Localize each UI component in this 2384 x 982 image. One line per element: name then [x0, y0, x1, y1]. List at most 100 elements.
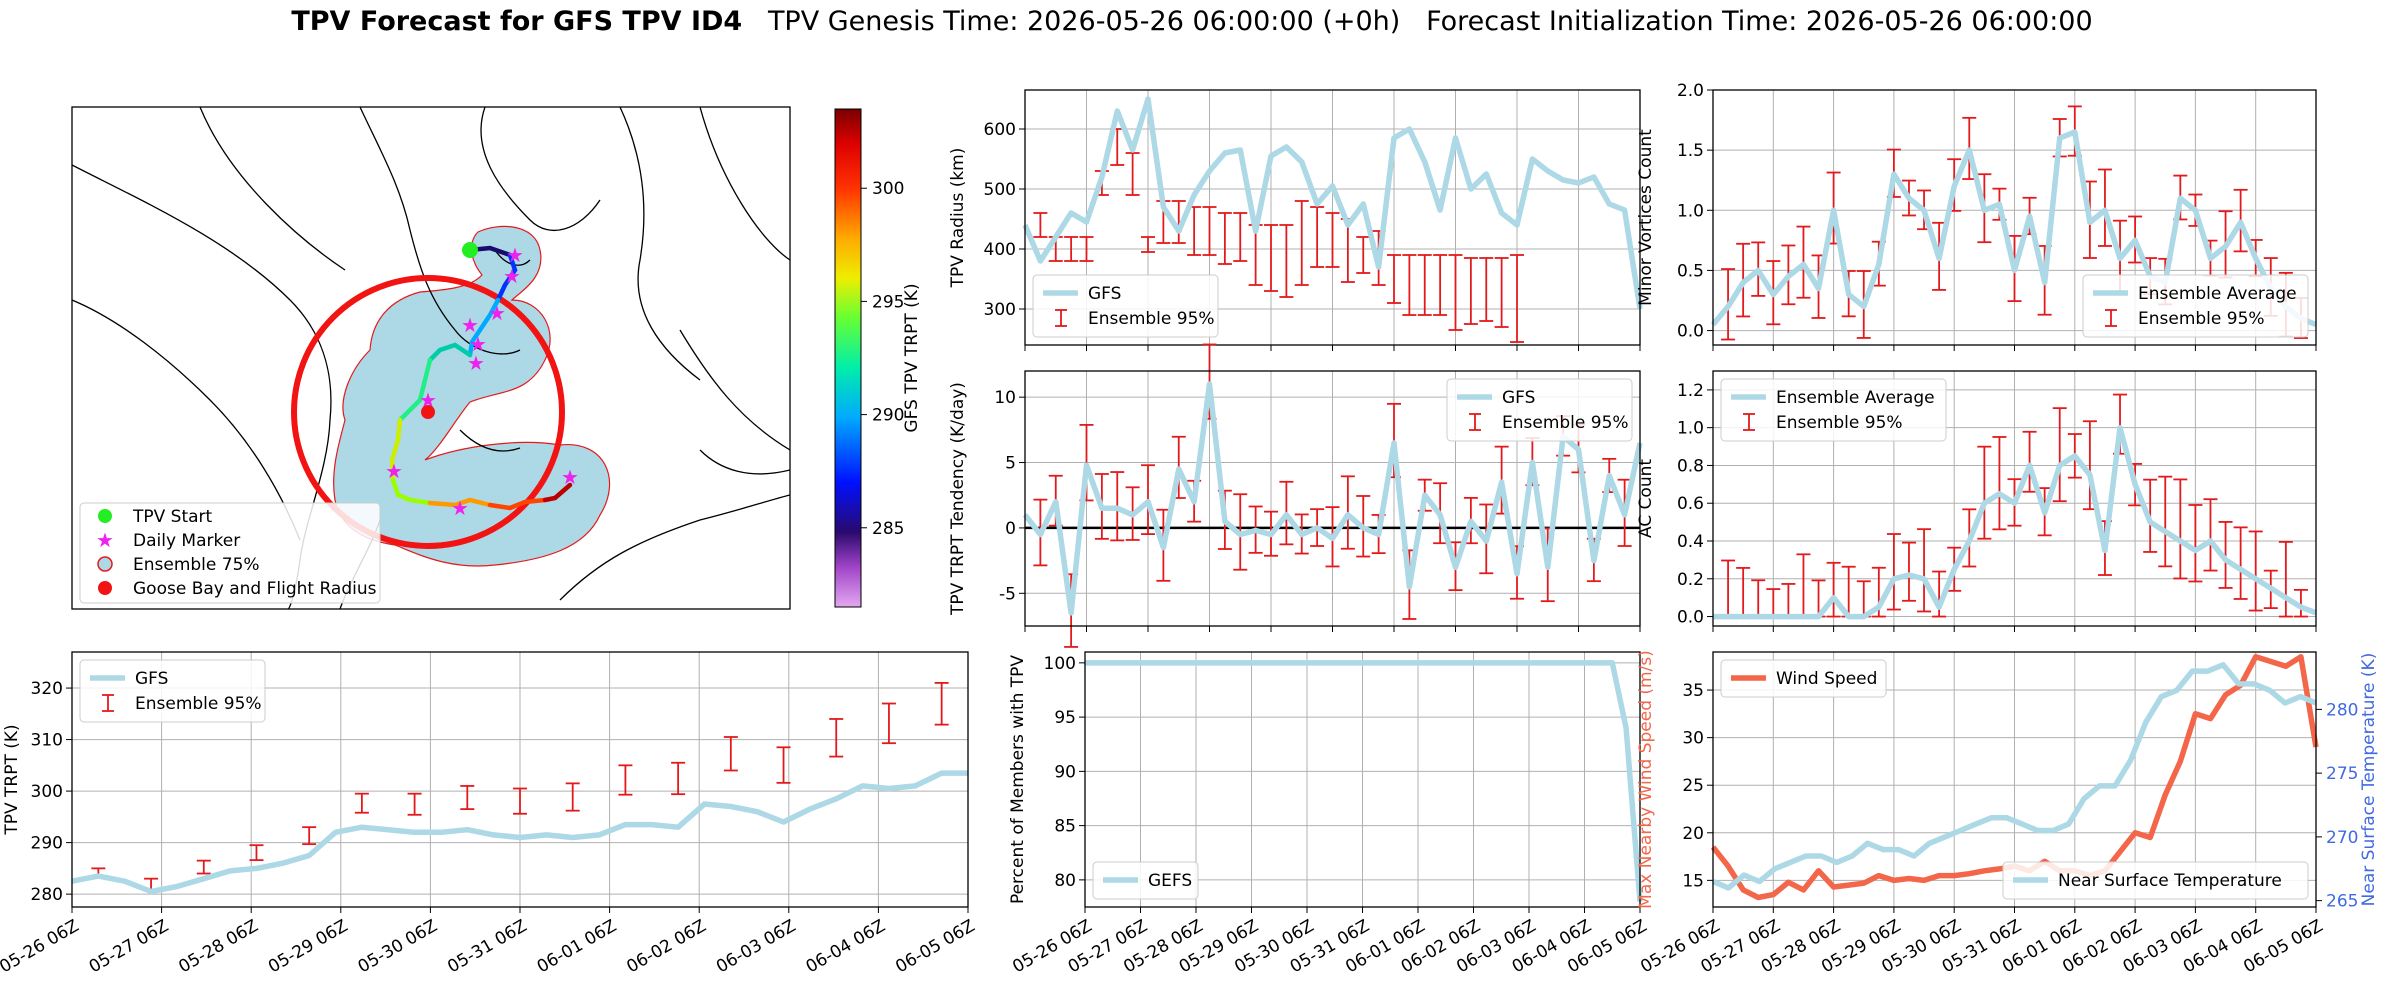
goose-bay-marker [421, 405, 435, 419]
y2tick-label-3: 280 [2326, 700, 2358, 720]
legend-box-minor-bottom-right [2082, 274, 2309, 338]
map-legend-swatch-1: ★ [96, 528, 114, 552]
chart-tendency: -5 0 5 10 TPV TRPT Tendency (K/day) GFS Ensemb… [948, 343, 1643, 648]
map-legend-label-3: Goose Bay and Flight Radius [133, 579, 377, 599]
legend-swatch-trpt-1 [102, 694, 114, 712]
svg-text:★: ★ [506, 243, 524, 267]
svg-text:★: ★ [469, 332, 487, 356]
series-line-minor-0 [1710, 129, 2318, 328]
legend-wind-top-left: Wind Speed [1720, 659, 1887, 698]
xtick-label-trpt-5: 05-31 06Z [444, 916, 530, 977]
legend-box-radius-bottom-left [1032, 274, 1219, 338]
map-panel: ★★★ ★★★ ★★★★ TPV Start ★ Daily Marker Ensem… [71, 106, 922, 610]
ytick-label-ac-0: 0.0 [1677, 608, 1704, 628]
y2tick-label-0: 265 [2326, 892, 2358, 912]
xtick-label-trpt-1: 05-27 06Z [86, 916, 172, 977]
ytick-label-tendency-3: 10 [994, 388, 1016, 408]
xtick-label-trpt-4: 05-30 06Z [355, 916, 441, 977]
colorbar-label: GFS TPV TRPT (K) [902, 283, 922, 432]
ytick-label-radius-1: 400 [984, 240, 1016, 260]
legend-label-minor-1: Ensemble 95% [2138, 309, 2265, 329]
ytick-label-minor-0: 0.0 [1677, 322, 1704, 342]
map-legend: TPV Start ★ Daily Marker Ensemble 75% Goose … [79, 502, 381, 604]
legend-label-radius-1: Ensemble 95% [1088, 309, 1215, 329]
legend-label-tendency-0: GFS [1502, 388, 1535, 408]
frame-trpt [71, 651, 969, 908]
xtick-label-trpt-7: 06-02 06Z [623, 916, 709, 977]
legend-label-percent-0: GEFS [1148, 871, 1192, 891]
ytick-label-tendency-0: -5 [999, 584, 1016, 604]
ytick-label-ac-4: 0.8 [1677, 456, 1704, 476]
map-legend-label-0: TPV Start [132, 507, 213, 527]
ylabel-radius: TPV Radius (km) [948, 148, 968, 289]
legend-box-trpt-top-left [79, 659, 266, 723]
ylabel-ac: AC Count [1636, 459, 1656, 538]
svg-text:★: ★ [385, 459, 403, 483]
svg-text:★: ★ [488, 301, 506, 325]
ytick-label-percent-3: 95 [1054, 708, 1076, 728]
ytick-label-trpt-1: 290 [31, 834, 63, 854]
map-legend-label-2: Ensemble 75% [133, 555, 260, 575]
svg-text:★: ★ [461, 313, 479, 337]
frame-percent [1084, 651, 1641, 908]
legend-box-ac-top-left [1720, 378, 1947, 442]
ylabel-percent: Percent of Members with TPV [1008, 655, 1028, 904]
map-frame [71, 106, 791, 610]
ytick-label-wind-4: 35 [1682, 681, 1704, 701]
colorbar-tick-label-2: 295 [872, 292, 904, 312]
legend-swatch-tendency-1 [1469, 413, 1481, 431]
daily-markers: ★★★ ★★★ ★★★★ [385, 243, 579, 520]
ytick-label-percent-1: 85 [1054, 817, 1076, 837]
svg-text:★: ★ [467, 351, 485, 375]
xtick-label-trpt-9: 06-04 06Z [803, 916, 889, 977]
series-line-radius-0 [1022, 96, 1643, 310]
ytick-label-wind-0: 15 [1682, 871, 1704, 891]
ytick-label-trpt-4: 320 [31, 679, 63, 699]
legend-tendency-top-right: GFS Ensemble 95% [1446, 378, 1633, 442]
figure-title-genesis: TPV Genesis Time: 2026-05-26 06:00:00 (+… [767, 6, 1401, 37]
series-line-ac-0 [1713, 424, 2317, 620]
series-line-trpt-0 [71, 770, 968, 895]
ytick-label-ac-3: 0.6 [1677, 494, 1704, 514]
ytick-label-radius-2: 500 [984, 180, 1016, 200]
colorbar-tick-label-1: 290 [872, 406, 904, 426]
legend-label-wind-0: Near Surface Temperature [2058, 871, 2282, 891]
chart-ac: 0.0 0.2 0.4 0.6 0.8 1.0 1.2 AC Count Ensemble Av… [1636, 370, 2317, 632]
series-line-percent-0 [1085, 660, 1643, 902]
colorbar-tick-label-3: 300 [872, 179, 904, 199]
frame-tendency [1024, 370, 1641, 627]
chart-radius: 300 400 500 600 TPV Radius (km) GFS Ensemble 9… [948, 89, 1643, 351]
map-legend-swatch-0 [98, 509, 112, 523]
legend-label-wind-0: Wind Speed [1776, 669, 1877, 689]
svg-text:★: ★ [451, 496, 469, 520]
ytick-label-ac-6: 1.2 [1677, 381, 1704, 401]
xtick-label-trpt-2: 05-28 06Z [175, 916, 261, 977]
chart-trpt: 280 290 300 310 320 05-26 06Z 05-27 06Z 05-28 0… [0, 651, 979, 977]
xtick-label-trpt-0: 05-26 06Z [0, 916, 83, 977]
y2tick-label-1: 270 [2326, 828, 2358, 848]
ytick-label-wind-2: 25 [1682, 776, 1704, 796]
series-line-tendency-0 [1022, 381, 1643, 616]
frame-wind [1712, 651, 2317, 908]
svg-text:★: ★ [419, 388, 437, 412]
ylabel-minor: Minor Vortices Count [1636, 129, 1656, 306]
legend-swatch-minor-1 [2105, 309, 2117, 327]
legend-box-wind-bottom-right [2002, 861, 2309, 900]
ytick-label-minor-4: 2.0 [1677, 81, 1704, 101]
chart-minor: 0.0 0.5 1.0 1.5 2.0 Minor Vortices Count Ensem… [1636, 81, 2318, 351]
legend-box-wind-top-left [1720, 659, 1887, 698]
legend-label-ac-1: Ensemble 95% [1776, 413, 1903, 433]
legend-ac-top-left: Ensemble Average Ensemble 95% [1720, 378, 1947, 442]
map-legend-swatch-2 [97, 556, 113, 572]
ylabel-tendency: TPV TRPT Tendency (K/day) [948, 382, 968, 616]
map-legend-label-1: Daily Marker [133, 531, 240, 551]
ytick-label-percent-4: 100 [1044, 654, 1076, 674]
legend-label-ac-0: Ensemble Average [1776, 388, 1935, 408]
xtick-label-trpt-10: 06-05 06Z [892, 916, 978, 977]
colorbar-scale [834, 108, 862, 608]
ytick-label-radius-3: 600 [984, 120, 1016, 140]
ytick-label-radius-0: 300 [984, 300, 1016, 320]
